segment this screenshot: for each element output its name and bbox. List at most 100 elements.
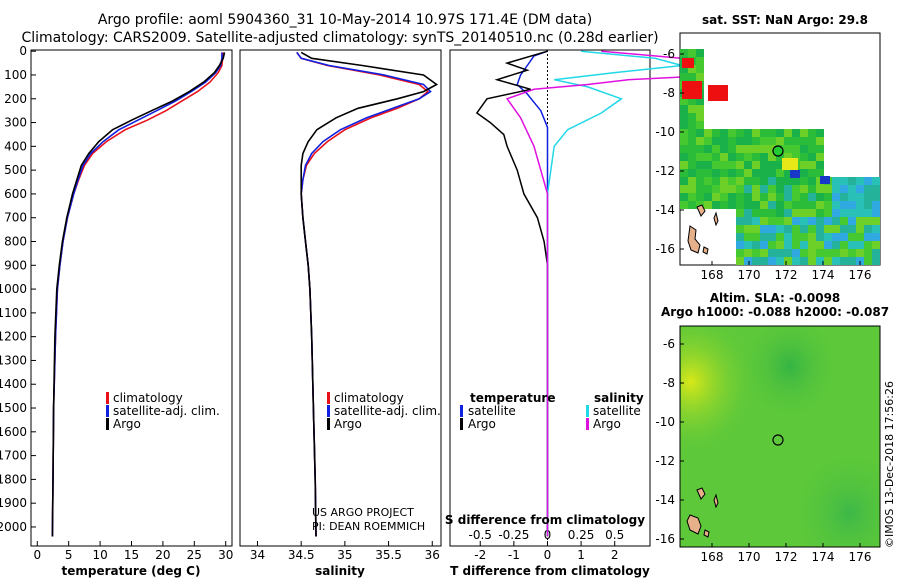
sst-cell xyxy=(736,129,744,137)
sst-cell xyxy=(808,233,816,241)
sst-cell xyxy=(864,193,872,201)
sst-cell xyxy=(800,193,808,201)
sst-cell xyxy=(728,177,736,185)
sst-cell xyxy=(720,193,728,201)
sst-cell xyxy=(728,193,736,201)
sst-cell xyxy=(808,169,816,177)
sst-cell xyxy=(736,241,744,249)
sst-cell xyxy=(776,217,784,225)
sst-cell xyxy=(792,257,800,265)
sst-cell xyxy=(872,225,880,233)
sst-cell xyxy=(776,249,784,257)
sst-cell xyxy=(744,249,752,257)
sst-cell xyxy=(792,193,800,201)
sst-cell xyxy=(808,145,816,153)
difference-panel: -2 -10 1 2 -0.5 -0.25 0 0.25 0.5 S difference fr… xyxy=(445,49,790,578)
x-tick-label: 5 xyxy=(65,548,73,562)
legend-climatology: climatology xyxy=(334,391,404,405)
sst-cell xyxy=(848,249,856,257)
sst-cell xyxy=(712,169,720,177)
sst-cell xyxy=(680,193,688,201)
sst-cell xyxy=(872,217,880,225)
map-lon-label: 174 xyxy=(812,268,835,282)
sst-cell xyxy=(696,145,704,153)
s-tick-label: 0.5 xyxy=(605,528,624,542)
sst-cell xyxy=(744,177,752,185)
sst-cell xyxy=(800,241,808,249)
temperature-xlabel: temperature (deg C) xyxy=(62,564,201,578)
salinity-xlabel: salinity xyxy=(315,564,365,578)
sst-cell xyxy=(736,137,744,145)
sst-cell xyxy=(808,137,816,145)
sst-cell xyxy=(856,225,864,233)
sst-cell xyxy=(848,217,856,225)
depth-tick-label: 1500 xyxy=(0,401,27,415)
sst-cell xyxy=(776,137,784,145)
sst-cell xyxy=(792,137,800,145)
sst-cell xyxy=(808,153,816,161)
depth-tick-label: 1200 xyxy=(0,330,27,344)
sst-cell xyxy=(824,241,832,249)
map-lon-label: 168 xyxy=(701,268,724,282)
sst-cell xyxy=(800,177,808,185)
island-shape xyxy=(713,211,719,227)
series-line-argo xyxy=(300,51,439,537)
sst-cell xyxy=(816,233,824,241)
sst-cell xyxy=(696,193,704,201)
sst-cell xyxy=(784,153,792,161)
sst-cell xyxy=(708,85,728,101)
sst-cell xyxy=(728,161,736,169)
difference-legend: temperature satellite Argo salinity sate… xyxy=(460,391,644,431)
sst-cell xyxy=(824,209,832,217)
sst-cell xyxy=(696,201,704,209)
sst-cell xyxy=(736,161,744,169)
sst-cell xyxy=(744,257,752,265)
map-lon-label: 176 xyxy=(849,268,872,282)
depth-tick-label: 1600 xyxy=(0,425,27,439)
sst-cell xyxy=(808,161,816,169)
legend-argo: Argo xyxy=(113,417,141,431)
sst-cell xyxy=(864,185,872,193)
sst-cell xyxy=(760,249,768,257)
sst-cell xyxy=(760,209,768,217)
sst-cell xyxy=(768,217,776,225)
sst-cell xyxy=(680,161,688,169)
sst-cell xyxy=(736,201,744,209)
sst-cell xyxy=(800,209,808,217)
sst-cell xyxy=(752,217,760,225)
depth-axis: 0 100 200 300 400 500 600 700 800 900 1000 1100 1200… xyxy=(0,44,455,534)
depth-tick-label: 400 xyxy=(4,139,27,153)
map-lat-label: -12 xyxy=(655,454,675,468)
sst-cell xyxy=(768,225,776,233)
sst-cell xyxy=(768,169,776,177)
title-line1: Argo profile: aoml 5904360_31 10-May-201… xyxy=(98,12,592,28)
difference-lines xyxy=(475,50,790,546)
sst-cell xyxy=(776,161,784,169)
sst-cell xyxy=(688,169,696,177)
sst-cell xyxy=(848,233,856,241)
map-lon-label: 172 xyxy=(775,268,798,282)
sst-cell xyxy=(744,209,752,217)
sst-cell xyxy=(736,177,744,185)
sst-cell xyxy=(752,137,760,145)
sst-cell xyxy=(824,193,832,201)
sst-cell xyxy=(704,129,712,137)
sst-cell xyxy=(800,137,808,145)
sst-cell xyxy=(704,169,712,177)
sst-cell xyxy=(784,209,792,217)
s-difference-label: S difference from climatology xyxy=(445,513,645,527)
sst-cell xyxy=(768,249,776,257)
island-shape xyxy=(713,493,719,509)
sst-cell xyxy=(704,161,712,169)
sst-cell xyxy=(800,169,808,177)
sst-cell xyxy=(760,129,768,137)
legend-swatch-s-satellite xyxy=(586,405,589,417)
sst-cell xyxy=(768,129,776,137)
salinity-lines xyxy=(296,51,439,537)
sst-cell xyxy=(682,58,694,68)
sst-cell xyxy=(872,257,880,265)
sst-cell xyxy=(776,241,784,249)
sst-cell xyxy=(712,185,720,193)
sst-cell xyxy=(704,145,712,153)
